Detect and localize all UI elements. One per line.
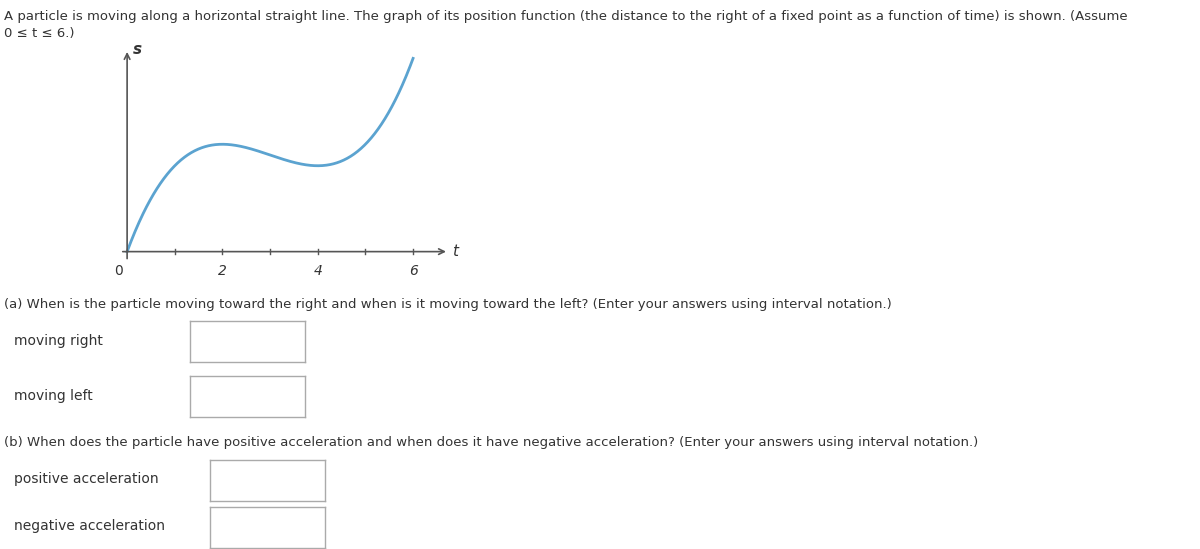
Text: moving left: moving left <box>14 389 94 404</box>
Text: moving right: moving right <box>14 334 103 349</box>
Text: 4: 4 <box>313 264 322 278</box>
Text: t: t <box>452 244 458 259</box>
Text: 0 ≤ t ≤ 6.): 0 ≤ t ≤ 6.) <box>4 27 74 41</box>
Text: 6: 6 <box>409 264 418 278</box>
Text: (b) When does the particle have positive acceleration and when does it have nega: (b) When does the particle have positive… <box>4 436 978 450</box>
Text: positive acceleration: positive acceleration <box>14 472 160 486</box>
Text: negative acceleration: negative acceleration <box>14 519 166 533</box>
Text: 0: 0 <box>114 264 122 278</box>
Text: s: s <box>133 42 142 57</box>
Text: A particle is moving along a horizontal straight line. The graph of its position: A particle is moving along a horizontal … <box>4 10 1127 23</box>
Text: (a) When is the particle moving toward the right and when is it moving toward th: (a) When is the particle moving toward t… <box>4 298 892 311</box>
Text: 2: 2 <box>218 264 227 278</box>
